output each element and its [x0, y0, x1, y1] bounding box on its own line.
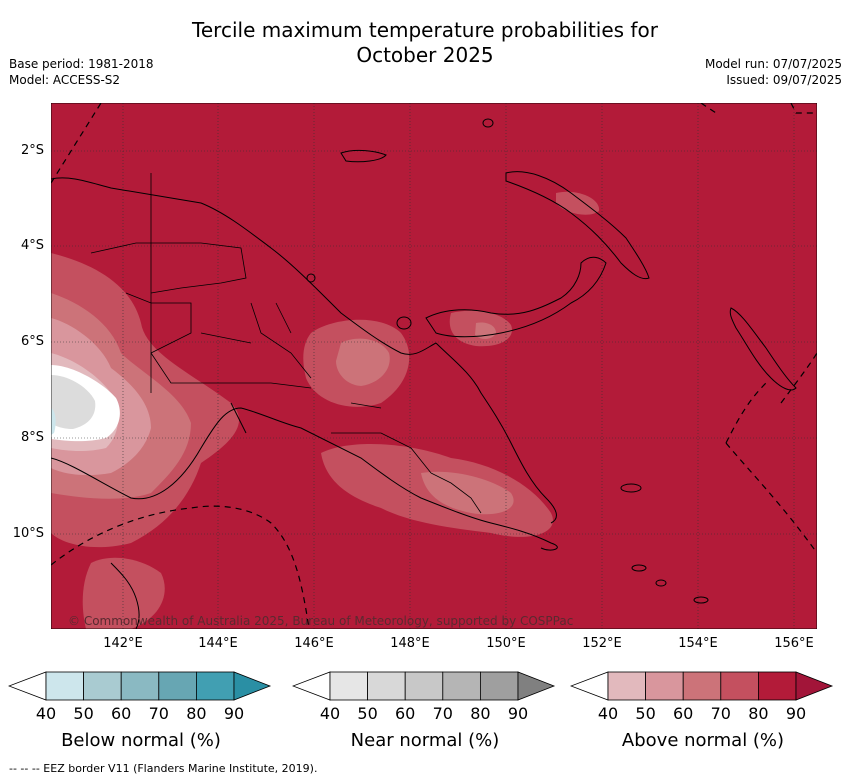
colorbar-segment: [329, 671, 368, 701]
lon-label-142e: 142°E: [103, 636, 143, 651]
colorbar-near-svg: [291, 671, 556, 701]
colorbar-tick-label: 80: [470, 704, 491, 723]
colorbar-tick-label: 70: [432, 704, 453, 723]
colorbar-under-triangle: [569, 671, 609, 701]
colorbar-segment: [367, 671, 406, 701]
model-name: Model: ACCESS-S2: [9, 73, 121, 87]
colorbar-segment: [404, 671, 444, 701]
title-line-1: Tercile maximum temperature probabilitie…: [192, 18, 658, 42]
map-panel: [50, 102, 818, 630]
zone-grey-west: [51, 375, 96, 429]
colorbar-tick-label: 40: [319, 704, 341, 723]
above-normal-label: Above normal (%): [621, 730, 785, 751]
lon-label-154e: 154°E: [678, 636, 718, 651]
colorbar-below-svg: [7, 671, 272, 701]
model-run: Model run: 07/07/2025: [704, 57, 842, 71]
colorbar-tick-label: 50: [635, 704, 656, 723]
colorbar-segment: [45, 671, 84, 701]
lon-label-150e: 150°E: [486, 636, 526, 651]
colorbar-above-normal: [569, 671, 836, 705]
lon-label-156e: 156°E: [774, 636, 814, 651]
colorbar-under-triangle: [291, 671, 331, 701]
colorbar-segment: [195, 671, 235, 701]
lat-label-10s: 10°S: [12, 526, 44, 541]
lat-label-2s: 2°S: [20, 143, 44, 158]
lon-label-144e: 144°E: [198, 636, 238, 651]
colorbar-tick-label: 90: [223, 704, 245, 723]
meta-right: Model run: 07/07/2025 Issued: 09/07/2025: [705, 56, 842, 88]
colorbar-tick-label: 50: [357, 704, 378, 723]
colorbar-tick-label: 60: [111, 704, 132, 723]
colorbar-segment: [83, 671, 122, 701]
lat-label-6s: 6°S: [20, 334, 44, 349]
eez-footer-note: -- -- -- EEZ border V11 (Flanders Marine…: [9, 762, 318, 775]
below-normal-label: Below normal (%): [61, 730, 221, 751]
zone-below-west: [51, 408, 56, 435]
colorbar-tick-label: 60: [395, 704, 416, 723]
colorbar-under-triangle: [7, 671, 47, 701]
colorbar-below-normal: [7, 671, 274, 705]
colorbar-tick-label: 90: [785, 704, 807, 723]
colorbar-tick-label: 40: [597, 704, 619, 723]
colorbar-tick-label: 40: [35, 704, 57, 723]
colorbar-over-triangle: [517, 671, 556, 701]
colorbar-segment: [442, 671, 481, 701]
title-line-2: October 2025: [356, 43, 494, 67]
lon-label-152e: 152°E: [582, 636, 622, 651]
eez-borders: [51, 103, 817, 629]
copyright-notice: © Commonwealth of Australia 2025, Bureau…: [68, 614, 574, 628]
base-period: Base period: 1981-2018: [9, 57, 154, 71]
colorbar-tick-label: 70: [710, 704, 731, 723]
zone-80-southwest: [82, 557, 165, 629]
zone-70-central: [336, 338, 390, 386]
near-normal-label: Near normal (%): [350, 730, 500, 751]
colorbar-segment: [720, 671, 759, 701]
colorbar-segment: [682, 671, 722, 701]
meta-left: Base period: 1981-2018 Model: ACCESS-S2: [9, 56, 154, 88]
colorbar-over-triangle: [795, 671, 834, 701]
colorbar-segment: [479, 671, 519, 701]
probability-map: [50, 102, 818, 630]
colorbar-tick-label: 50: [73, 704, 94, 723]
lon-label-146e: 146°E: [294, 636, 334, 651]
issued-date: Issued: 09/07/2025: [726, 73, 842, 87]
colorbar-tick-label: 80: [748, 704, 769, 723]
colorbar-above-svg: [569, 671, 834, 701]
colorbar-segment: [757, 671, 797, 701]
colorbar-segment: [645, 671, 684, 701]
zone-80-north: [556, 191, 600, 215]
colorbar-tick-label: 90: [507, 704, 529, 723]
gridlines: [51, 103, 817, 629]
coastlines: [51, 118, 797, 629]
above-normal-90-field: [51, 103, 817, 629]
colorbar-segment: [607, 671, 646, 701]
colorbar-tick-label: 60: [673, 704, 694, 723]
colorbar-near-normal: [291, 671, 558, 705]
colorbar-tick-label: 80: [186, 704, 207, 723]
lat-label-4s: 4°S: [20, 238, 44, 253]
colorbar-over-triangle: [233, 671, 272, 701]
zone-70-south: [421, 471, 514, 515]
lon-label-148e: 148°E: [390, 636, 430, 651]
colorbar-segment: [120, 671, 160, 701]
chart-title: Tercile maximum temperature probabilitie…: [0, 18, 850, 68]
colorbar-segment: [158, 671, 197, 701]
lat-label-8s: 8°S: [20, 430, 44, 445]
colorbar-tick-label: 70: [148, 704, 169, 723]
province-borders: [90, 173, 482, 514]
